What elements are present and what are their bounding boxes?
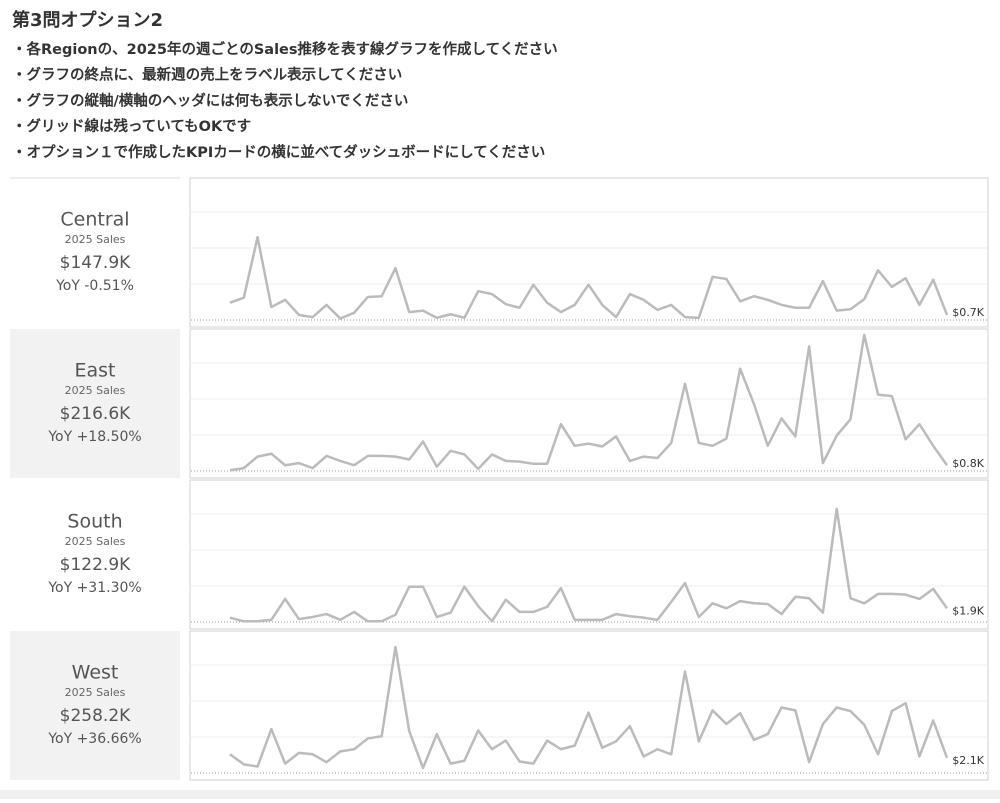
end-label: $0.7K	[952, 306, 984, 319]
footer-strip	[0, 790, 1000, 799]
chart-panel	[189, 328, 989, 479]
kpi-yoy: YoY +31.30%	[47, 580, 141, 596]
kpi-card-bg	[10, 329, 180, 478]
sales-line	[229, 645, 949, 770]
kpi-card-bg	[10, 631, 180, 780]
sales-line	[229, 333, 949, 472]
end-label: $0.8K	[952, 457, 984, 470]
kpi-yoy: YoY -0.51%	[55, 278, 134, 294]
sales-line	[229, 507, 949, 623]
instruction: ・グリッド線は残っていてもOKです	[12, 117, 251, 135]
chart-panel	[189, 177, 989, 328]
region-name: West	[72, 662, 119, 684]
kpi-value: $216.6K	[60, 404, 131, 424]
page-title: 第3問オプション2	[12, 9, 163, 31]
instruction: ・オプション１で作成したKPIカードの横に並べてダッシュボードにしてください	[12, 143, 545, 161]
region-name: East	[75, 360, 116, 382]
instruction: ・グラフの縦軸/横軸のヘッダには何も表示しないでください	[12, 91, 408, 109]
sales-line	[229, 235, 949, 320]
kpi-value: $147.9K	[60, 253, 131, 273]
instruction: ・グラフの終点に、最新週の売上をラベル表示してください	[12, 66, 402, 84]
region-name: South	[67, 511, 122, 533]
kpi-value: $258.2K	[60, 706, 131, 726]
chart-panel	[189, 479, 989, 630]
instruction: ・各Regionの、2025年の週ごとのSales推移を表す線グラフを作成してく…	[12, 40, 558, 58]
kpi-label: 2025 Sales	[65, 233, 126, 246]
kpi-label: 2025 Sales	[65, 535, 126, 548]
region-name: Central	[60, 209, 129, 231]
end-label: $2.1K	[952, 754, 984, 767]
kpi-label: 2025 Sales	[65, 384, 126, 397]
kpi-label: 2025 Sales	[65, 686, 126, 699]
kpi-value: $122.9K	[60, 555, 131, 575]
chart-panel	[189, 630, 989, 781]
end-label: $1.9K	[952, 604, 984, 617]
kpi-yoy: YoY +36.66%	[47, 731, 141, 747]
kpi-yoy: YoY +18.50%	[47, 429, 141, 445]
